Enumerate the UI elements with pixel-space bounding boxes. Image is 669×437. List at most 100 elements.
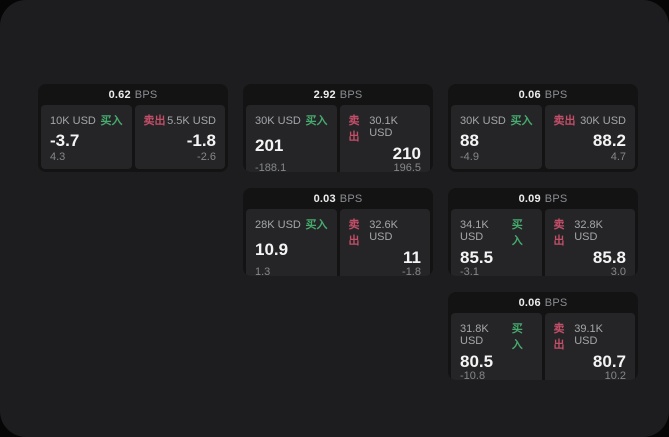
buy-value: 201 [255,136,284,155]
card-header: 0.03 BPS [243,188,433,209]
buy-panel[interactable]: 30K USD 买入 201 -188.1 [246,105,337,172]
sell-amount: 5.5K USD [167,115,216,127]
card-body: 34.1K USD 买入 85.5 -3.1 卖出 32.8K USD 85.8… [448,209,638,276]
buy-label: 买入 [511,323,523,351]
bps-unit-label: BPS [544,88,568,101]
buy-delta: 4.3 [50,151,66,163]
sell-value: 210 [392,144,421,163]
buy-label: 买入 [510,115,533,127]
sell-value: 80.7 [592,352,626,371]
bps-value: 0.06 [518,296,541,309]
buy-label: 买入 [305,219,328,231]
buy-top-row: 30K USD 买入 [460,112,533,128]
sell-amount: 32.8K USD [574,219,603,243]
buy-amount: 30K USD [255,115,301,127]
sell-top-row: 卖出 39.1K USD [554,320,627,352]
bps-value: 0.03 [313,192,336,205]
sell-value: 85.8 [592,248,626,267]
sell-label: 卖出 [553,323,565,351]
sell-amount: 30K USD [580,115,626,127]
sell-label: 卖出 [348,115,360,143]
sell-delta: 4.7 [610,151,626,163]
buy-top-row: 28K USD 买入 [255,216,328,232]
sell-top-row: 卖出 30K USD [554,112,627,128]
buy-amount: 31.8K USD [460,323,489,347]
card-body: 30K USD 买入 201 -188.1 卖出 30.1K USD 210 1… [243,105,433,172]
sell-panel[interactable]: 卖出 32.6K USD 11 -1.8 [339,209,430,276]
buy-label: 买入 [305,115,328,127]
sell-label: 卖出 [553,115,576,127]
sell-amount: 32.6K USD [369,219,398,243]
bps-value: 0.62 [108,88,131,101]
quote-card: 0.06 BPS 31.8K USD 买入 80.5 -10.8 卖出 39.1… [448,292,638,380]
buy-amount: 10K USD [50,115,96,127]
card-header: 0.62 BPS [38,84,228,105]
card-header: 0.06 BPS [448,84,638,105]
quote-card: 0.62 BPS 10K USD 买入 -3.7 4.3 卖出 5.5K USD… [38,84,228,172]
buy-panel[interactable]: 10K USD 买入 -3.7 4.3 [41,105,132,169]
buy-label: 买入 [511,219,523,247]
sell-top-row: 卖出 5.5K USD [144,112,217,128]
sell-label: 卖出 [348,219,360,247]
buy-top-row: 30K USD 买入 [255,112,328,128]
buy-delta: -188.1 [255,162,287,172]
buy-label: 买入 [100,115,123,127]
sell-amount: 39.1K USD [574,323,603,347]
sell-delta: -2.6 [197,151,216,163]
buy-panel[interactable]: 28K USD 买入 10.9 1.3 [246,209,337,276]
sell-value: 88.2 [592,130,626,150]
buy-delta: 1.3 [255,266,271,276]
buy-value: 85.5 [460,248,494,267]
card-header: 2.92 BPS [243,84,433,105]
buy-value: -3.7 [50,130,80,150]
sell-panel[interactable]: 卖出 30.1K USD 210 196.5 [339,105,430,172]
card-body: 31.8K USD 买入 80.5 -10.8 卖出 39.1K USD 80.… [448,313,638,380]
buy-value: 88 [460,130,479,150]
buy-delta: -10.8 [460,370,486,380]
quote-card: 0.03 BPS 28K USD 买入 10.9 1.3 卖出 32.6K US… [243,188,433,276]
sell-top-row: 卖出 32.8K USD [554,216,627,248]
card-body: 30K USD 买入 88 -4.9 卖出 30K USD 88.2 4.7 [448,105,638,172]
bps-unit-label: BPS [134,88,158,101]
sell-value: -1.8 [186,130,216,150]
buy-value: 80.5 [460,352,494,371]
card-header: 0.06 BPS [448,292,638,313]
buy-amount: 34.1K USD [460,219,489,243]
cards-grid: 0.62 BPS 10K USD 买入 -3.7 4.3 卖出 5.5K USD… [38,84,638,380]
buy-delta: -3.1 [460,266,479,276]
sell-top-row: 卖出 30.1K USD [349,112,422,144]
sell-top-row: 卖出 32.6K USD [349,216,422,248]
sell-panel[interactable]: 卖出 5.5K USD -1.8 -2.6 [134,105,225,169]
buy-amount: 30K USD [460,115,506,127]
bps-unit-label: BPS [339,88,363,101]
buy-panel[interactable]: 34.1K USD 买入 85.5 -3.1 [451,209,542,276]
sell-label: 卖出 [553,219,565,247]
bps-value: 0.09 [518,192,541,205]
sell-label: 卖出 [143,115,166,127]
buy-panel[interactable]: 31.8K USD 买入 80.5 -10.8 [451,313,542,380]
sell-delta: 3.0 [610,266,626,276]
bps-unit-label: BPS [544,192,568,205]
buy-top-row: 31.8K USD 买入 [460,320,533,352]
quote-card: 0.06 BPS 30K USD 买入 88 -4.9 卖出 30K USD 8… [448,84,638,172]
sell-delta: 10.2 [604,370,626,380]
sell-panel[interactable]: 卖出 30K USD 88.2 4.7 [544,105,635,169]
sell-delta: -1.8 [402,266,421,276]
sell-delta: 196.5 [393,162,421,172]
sell-panel[interactable]: 卖出 39.1K USD 80.7 10.2 [544,313,635,380]
buy-top-row: 34.1K USD 买入 [460,216,533,248]
buy-amount: 28K USD [255,219,301,231]
card-header: 0.09 BPS [448,188,638,209]
sell-panel[interactable]: 卖出 32.8K USD 85.8 3.0 [544,209,635,276]
card-body: 28K USD 买入 10.9 1.3 卖出 32.6K USD 11 -1.8 [243,209,433,276]
sell-amount: 30.1K USD [369,115,398,139]
buy-value: 10.9 [255,240,289,259]
buy-panel[interactable]: 30K USD 买入 88 -4.9 [451,105,542,169]
buy-delta: -4.9 [460,151,479,163]
buy-top-row: 10K USD 买入 [50,112,123,128]
bps-unit-label: BPS [339,192,363,205]
quote-card: 2.92 BPS 30K USD 买入 201 -188.1 卖出 30.1K … [243,84,433,172]
bps-value: 0.06 [518,88,541,101]
bps-unit-label: BPS [544,296,568,309]
